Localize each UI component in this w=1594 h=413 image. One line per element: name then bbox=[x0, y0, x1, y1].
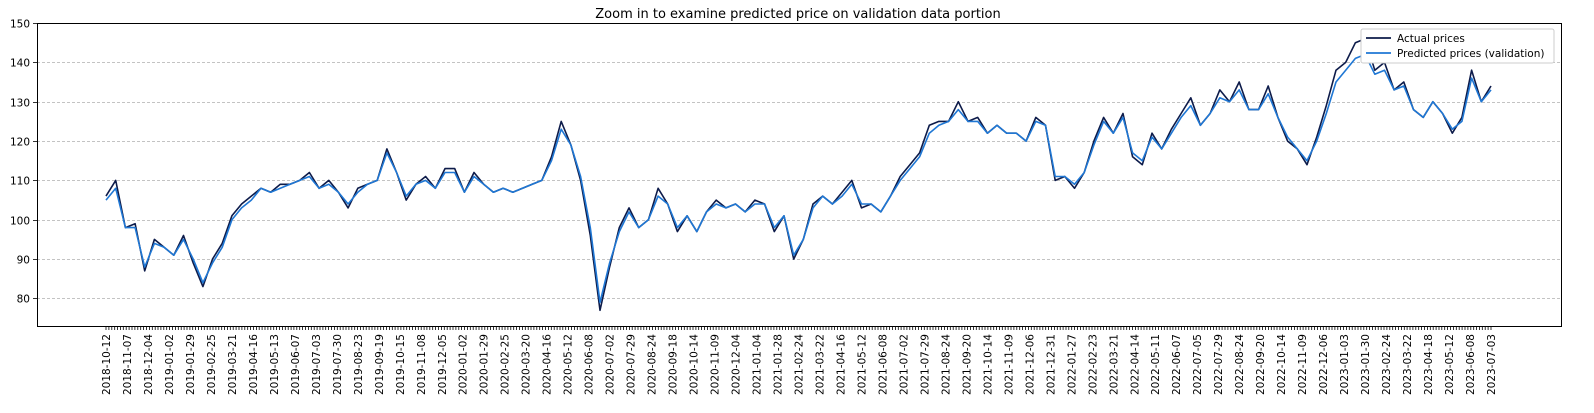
x-tick-label: 2022-07-29 bbox=[1213, 334, 1225, 395]
plot-frame bbox=[37, 23, 1562, 327]
y-tick-label: 120 bbox=[10, 137, 30, 149]
x-tick-label: 2019-03-21 bbox=[227, 334, 239, 395]
y-axis: 80 90 100 110 120 130 140 150 bbox=[10, 19, 37, 306]
x-tick-label: 2022-06-07 bbox=[1171, 334, 1183, 395]
x-tick-label: 2022-08-24 bbox=[1234, 334, 1246, 395]
x-tick-label: 2020-11-09 bbox=[710, 334, 722, 395]
x-tick-label: 2022-03-21 bbox=[1108, 334, 1120, 395]
x-tick-label: 2022-04-14 bbox=[1129, 334, 1141, 395]
x-tick-label: 2021-03-22 bbox=[815, 334, 827, 395]
x-tick-label: 2021-04-16 bbox=[836, 334, 848, 395]
x-tick-label: 2023-06-08 bbox=[1465, 334, 1477, 395]
x-tick-label: 2020-02-25 bbox=[500, 334, 512, 395]
y-tick-label: 90 bbox=[17, 255, 30, 267]
x-tick-label: 2021-10-14 bbox=[982, 334, 994, 395]
x-tick-label: 2023-02-24 bbox=[1381, 334, 1393, 395]
x-tick-label: 2018-10-12 bbox=[101, 334, 113, 395]
x-tick-label: 2022-01-27 bbox=[1066, 334, 1078, 395]
series-lines bbox=[105, 37, 1492, 312]
x-tick-label: 2020-08-24 bbox=[647, 334, 659, 395]
x-tick-label: 2020-01-02 bbox=[458, 334, 470, 395]
x-tick-label: 2022-05-11 bbox=[1150, 334, 1162, 395]
grid bbox=[37, 23, 1561, 299]
x-tick-label: 2021-08-24 bbox=[940, 334, 952, 395]
x-tick-label: 2020-06-08 bbox=[584, 334, 596, 395]
x-tick-label: 2023-07-03 bbox=[1486, 334, 1498, 395]
x-tick-label: 2019-09-19 bbox=[374, 334, 386, 395]
legend-label-actual: Actual prices bbox=[1397, 33, 1465, 45]
x-tick-label: 2023-05-12 bbox=[1444, 334, 1456, 395]
x-tick-label: 2021-06-08 bbox=[877, 334, 889, 395]
x-tick-label: 2023-04-18 bbox=[1423, 334, 1435, 395]
y-tick-label: 140 bbox=[10, 58, 30, 70]
x-tick-label: 2019-01-29 bbox=[185, 334, 197, 395]
x-tick-label: 2019-04-16 bbox=[248, 334, 260, 395]
legend: Actual prices Predicted prices (validati… bbox=[1360, 28, 1555, 64]
x-tick-label: 2020-10-14 bbox=[689, 334, 701, 395]
chart-title: Zoom in to examine predicted price on va… bbox=[595, 7, 1000, 22]
x-tick-label: 2021-05-12 bbox=[857, 334, 869, 395]
series-predicted-prices bbox=[105, 53, 1492, 304]
x-tick-label: 2022-09-20 bbox=[1255, 334, 1267, 395]
x-tick-label: 2018-12-04 bbox=[143, 334, 155, 395]
x-tick-label: 2019-02-25 bbox=[206, 334, 218, 395]
x-tick-label: 2019-07-30 bbox=[332, 334, 344, 395]
x-tick-label: 2018-11-07 bbox=[122, 334, 134, 395]
x-tick-label: 2021-02-24 bbox=[794, 334, 806, 395]
legend-box bbox=[1360, 28, 1555, 64]
x-tick-label: 2019-01-02 bbox=[164, 334, 176, 395]
x-tick-label: 2019-06-07 bbox=[290, 334, 302, 395]
x-axis: 2018-10-12 2018-11-07 2018-12-04 2019-01-02… bbox=[101, 326, 1498, 395]
x-tick-label: 2021-12-31 bbox=[1045, 334, 1057, 395]
legend-label-predicted: Predicted prices (validation) bbox=[1397, 48, 1544, 60]
y-tick-label: 150 bbox=[10, 19, 30, 31]
x-tick-label: 2022-10-14 bbox=[1276, 334, 1288, 395]
x-tick-label: 2019-11-08 bbox=[416, 334, 428, 395]
x-tick-label: 2019-10-15 bbox=[395, 334, 407, 395]
x-tick-label: 2021-01-04 bbox=[752, 334, 764, 395]
x-tick-label: 2020-04-16 bbox=[542, 334, 554, 395]
x-tick-label: 2019-07-03 bbox=[311, 334, 323, 395]
x-tick-label: 2022-07-05 bbox=[1192, 334, 1204, 395]
x-tick-label: 2021-07-29 bbox=[919, 334, 931, 395]
y-tick-label: 100 bbox=[10, 216, 30, 228]
x-tick-label: 2020-01-29 bbox=[479, 334, 491, 395]
x-tick-label: 2020-09-18 bbox=[668, 334, 680, 395]
y-tick-label: 80 bbox=[17, 294, 30, 306]
x-tick-label: 2021-11-09 bbox=[1003, 334, 1015, 395]
x-tick-label: 2023-03-22 bbox=[1402, 334, 1414, 395]
x-tick-label: 2020-12-04 bbox=[731, 334, 743, 395]
x-tick-label: 2019-05-13 bbox=[269, 334, 281, 395]
x-tick-label: 2019-08-23 bbox=[353, 334, 365, 395]
x-tick-label: 2023-01-03 bbox=[1339, 334, 1351, 395]
x-tick-label: 2021-01-28 bbox=[773, 334, 785, 395]
x-tick-label: 2023-01-30 bbox=[1360, 334, 1372, 395]
x-tick-label: 2020-05-12 bbox=[563, 334, 575, 395]
y-tick-label: 110 bbox=[10, 176, 30, 188]
x-tick-label: 2022-12-06 bbox=[1318, 334, 1330, 395]
y-tick-label: 130 bbox=[10, 98, 30, 110]
x-tick-label: 2019-12-05 bbox=[437, 334, 449, 395]
x-tick-label: 2021-09-20 bbox=[961, 334, 973, 395]
x-tick-label: 2021-07-02 bbox=[898, 334, 910, 395]
x-tick-label: 2020-07-02 bbox=[605, 334, 617, 395]
x-tick-label: 2022-11-09 bbox=[1297, 334, 1309, 395]
x-tick-label: 2020-07-29 bbox=[626, 334, 638, 395]
x-tick-label: 2020-03-20 bbox=[521, 334, 533, 395]
x-tick-label: 2021-12-06 bbox=[1024, 334, 1036, 395]
series-actual-prices bbox=[105, 37, 1492, 312]
x-tick-label: 2022-02-23 bbox=[1087, 334, 1099, 395]
